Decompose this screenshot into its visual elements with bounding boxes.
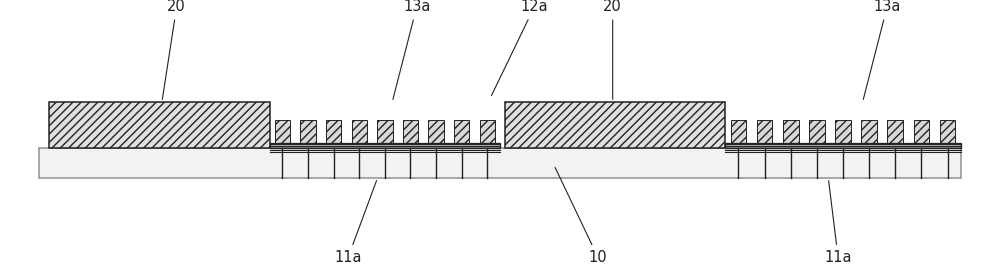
Text: 13a: 13a [863, 0, 901, 99]
Bar [270, 146, 500, 148]
Text: 13a: 13a [393, 0, 430, 99]
Bar [783, 120, 799, 143]
Bar [275, 120, 290, 143]
Bar [270, 143, 500, 148]
Bar [731, 120, 746, 143]
Bar [940, 120, 955, 143]
Bar [725, 146, 961, 148]
Text: 20: 20 [162, 0, 186, 99]
Bar [39, 148, 961, 178]
Bar [887, 120, 903, 143]
Text: 11a: 11a [824, 181, 852, 265]
Bar [352, 120, 367, 143]
Text: 12a: 12a [491, 0, 548, 96]
Bar [377, 120, 393, 143]
Bar [428, 120, 444, 143]
Bar [914, 120, 929, 143]
Bar [757, 120, 772, 143]
Bar [300, 120, 316, 143]
Text: 10: 10 [555, 167, 607, 265]
Bar [861, 120, 877, 143]
Bar [725, 143, 961, 148]
Bar [480, 120, 495, 143]
Bar [725, 144, 961, 146]
Text: 20: 20 [603, 0, 622, 99]
Bar [49, 102, 270, 148]
Text: 11a: 11a [334, 180, 377, 265]
Bar [505, 102, 725, 148]
Bar [270, 144, 500, 146]
Bar [809, 120, 825, 143]
Bar [403, 120, 418, 143]
Bar [835, 120, 851, 143]
Bar [454, 120, 469, 143]
Bar [326, 120, 341, 143]
